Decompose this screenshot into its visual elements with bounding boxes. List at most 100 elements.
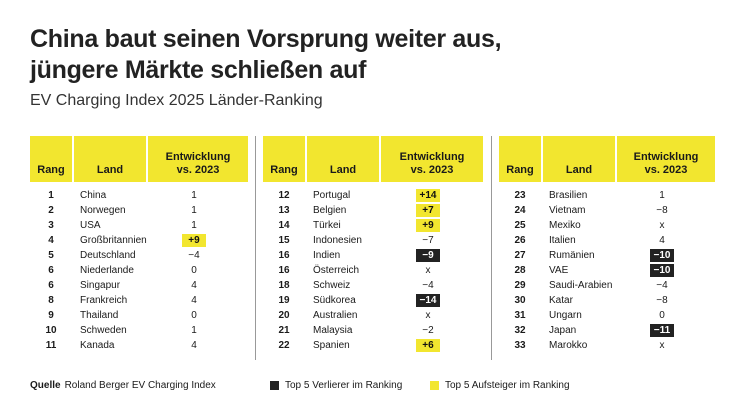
country-cell: Saudi-Arabien — [549, 280, 613, 291]
rank-cell: 6 — [48, 280, 54, 291]
table-row: 18 Schweiz −4 — [263, 278, 483, 293]
country-cell: Frankreich — [80, 295, 128, 306]
legend-losers-label: Top 5 Verlierer im Ranking — [285, 380, 403, 391]
page-subtitle: EV Charging Index 2025 Länder-Ranking — [30, 92, 323, 109]
rank-cell: 12 — [278, 190, 290, 201]
rank-cell: 16 — [278, 265, 290, 276]
development-cell: 4 — [144, 280, 244, 291]
table-body: 23 Brasilien 1 24 Vietnam −8 25 Mexiko x 26 Italie… — [499, 188, 715, 353]
country-cell: Deutschland — [80, 250, 136, 261]
development-cell: −10 — [613, 264, 711, 277]
table-row: 22 Spanien +6 — [263, 338, 483, 353]
table-row: 4 Großbritannien +9 — [30, 233, 248, 248]
header-rank: Rang — [499, 136, 541, 182]
header-development: Entwicklung vs. 2023 — [617, 136, 715, 182]
development-value: −4 — [656, 280, 668, 291]
legend-risers-label: Top 5 Aufsteiger im Ranking — [445, 380, 570, 391]
header-development: Entwicklung vs. 2023 — [148, 136, 248, 182]
table-row: 31 Ungarn 0 — [499, 308, 715, 323]
table-row: 29 Saudi-Arabien −4 — [499, 278, 715, 293]
table-row: 25 Mexiko x — [499, 218, 715, 233]
development-value: 0 — [659, 310, 665, 321]
development-cell: +7 — [377, 204, 479, 217]
table-body: 12 Portugal +14 13 Belgien +7 14 Türkei +9 15 Indo… — [263, 188, 483, 353]
rank-cell: 29 — [514, 280, 526, 291]
development-value: 1 — [191, 205, 197, 216]
page-title: China baut seinen Vorsprung weiter aus, … — [30, 24, 502, 86]
development-value: −4 — [422, 280, 434, 291]
table-row: 28 VAE −10 — [499, 263, 715, 278]
ranking-table-2: Rang Land Entwicklung vs. 2023 12 Portugal… — [263, 136, 483, 353]
table-row: 9 Thailand 0 — [30, 308, 248, 323]
table-row: 26 Italien 4 — [499, 233, 715, 248]
rank-cell: 21 — [278, 325, 290, 336]
development-badge-up: +9 — [182, 234, 206, 247]
header-development: Entwicklung vs. 2023 — [381, 136, 483, 182]
development-value: 1 — [191, 325, 197, 336]
development-badge-down: −10 — [650, 264, 674, 277]
country-cell: Vietnam — [549, 205, 586, 216]
country-cell: Brasilien — [549, 190, 588, 201]
development-value: −8 — [656, 295, 668, 306]
development-value: x — [425, 310, 431, 321]
development-value: 1 — [659, 190, 665, 201]
development-badge-down: −11 — [650, 324, 674, 337]
rank-cell: 26 — [514, 235, 526, 246]
country-cell: China — [80, 190, 107, 201]
development-cell: −4 — [144, 250, 244, 261]
rank-cell: 10 — [45, 325, 57, 336]
header-rank: Rang — [30, 136, 72, 182]
table-row: 3 USA 1 — [30, 218, 248, 233]
table-row: 16 Indien −9 — [263, 248, 483, 263]
ranking-table-3: Rang Land Entwicklung vs. 2023 23 Brasilie… — [499, 136, 715, 353]
development-value: x — [659, 220, 665, 231]
rank-cell: 19 — [278, 295, 290, 306]
development-value: −2 — [422, 325, 434, 336]
table-row: 15 Indonesien −7 — [263, 233, 483, 248]
country-cell: USA — [80, 220, 101, 231]
development-value: −7 — [422, 235, 434, 246]
development-cell: 4 — [144, 340, 244, 351]
rank-cell: 32 — [514, 325, 526, 336]
development-cell: x — [377, 265, 479, 276]
legend-losers: Top 5 Verlierer im Ranking — [270, 380, 402, 391]
development-cell: −10 — [613, 249, 711, 262]
development-cell: x — [613, 340, 711, 351]
rank-cell: 25 — [514, 220, 526, 231]
development-cell: −2 — [377, 325, 479, 336]
rank-cell: 33 — [514, 340, 526, 351]
header-rank: Rang — [263, 136, 305, 182]
development-cell: 0 — [613, 310, 711, 321]
table-row: 6 Singapur 4 — [30, 278, 248, 293]
development-cell: −4 — [377, 280, 479, 291]
country-cell: Thailand — [80, 310, 119, 321]
country-cell: Malaysia — [313, 325, 353, 336]
title-line-2: jüngere Märkte schließen auf — [30, 56, 367, 84]
country-cell: Belgien — [313, 205, 347, 216]
development-value: x — [425, 265, 431, 276]
table-row: 21 Malaysia −2 — [263, 323, 483, 338]
development-cell: −7 — [377, 235, 479, 246]
country-cell: Südkorea — [313, 295, 356, 306]
table-row: 5 Deutschland −4 — [30, 248, 248, 263]
rank-cell: 14 — [278, 220, 290, 231]
development-cell: +6 — [377, 339, 479, 352]
country-cell: Rumänien — [549, 250, 595, 261]
table-row: 33 Marokko x — [499, 338, 715, 353]
rank-cell: 13 — [278, 205, 290, 216]
legend-risers: Top 5 Aufsteiger im Ranking — [430, 380, 570, 391]
rank-cell: 3 — [48, 220, 54, 231]
rank-cell: 11 — [45, 340, 57, 351]
rank-cell: 22 — [278, 340, 290, 351]
table-row: 14 Türkei +9 — [263, 218, 483, 233]
table-row: 23 Brasilien 1 — [499, 188, 715, 203]
country-cell: Japan — [549, 325, 577, 336]
rank-cell: 5 — [48, 250, 54, 261]
table-header: Rang Land Entwicklung vs. 2023 — [499, 136, 715, 182]
table-row: 10 Schweden 1 — [30, 323, 248, 338]
footer: Quelle Roland Berger EV Charging Index T… — [30, 380, 720, 391]
development-value: 4 — [191, 280, 197, 291]
development-cell: 0 — [144, 310, 244, 321]
rank-cell: 30 — [514, 295, 526, 306]
development-badge-down: −9 — [416, 249, 440, 262]
